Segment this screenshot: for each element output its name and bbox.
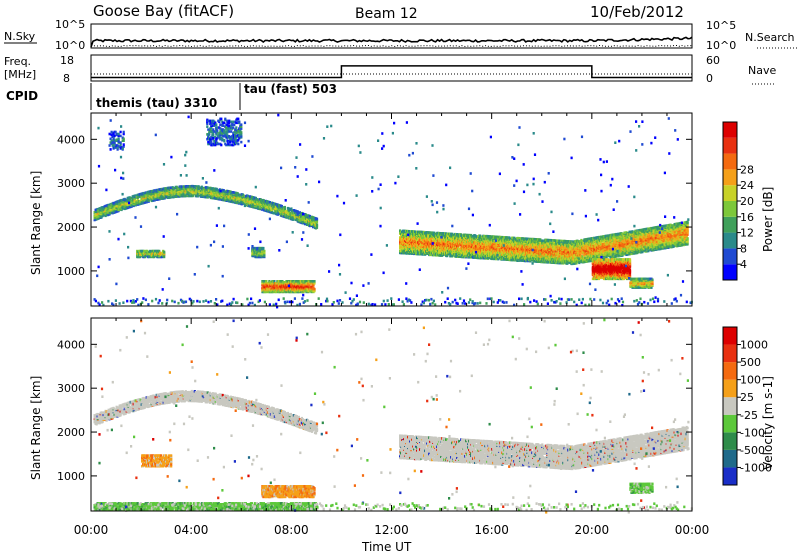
colorbar-segment <box>723 327 737 345</box>
colorbar-segment <box>723 248 737 265</box>
power-colorbar-label: Power [dB] <box>761 187 775 252</box>
colorbar-segment <box>723 264 737 280</box>
freq-panel: Freq. [MHz] 18 8 Nave 60 0 <box>4 54 776 85</box>
x-tick-label: 20:00 <box>575 523 610 537</box>
y-tick-label: 2000 <box>57 221 85 234</box>
colorbar-segment <box>723 201 737 217</box>
nave-series <box>91 65 692 79</box>
beam-title: Beam 12 <box>355 6 418 22</box>
colorbar-tick-label: -1000 <box>740 461 772 474</box>
cpid-mode-themis: themis (tau) 3310 <box>96 96 217 110</box>
nsearch-tick-bottom: 10^0 <box>706 39 736 52</box>
station-title: Goose Bay (fitACF) <box>93 2 234 20</box>
nsky-tick-top: 10^5 <box>55 18 85 31</box>
x-tick-label: 04:00 <box>174 523 209 537</box>
colorbar-segment <box>723 467 737 485</box>
velocity-x-ticks <box>90 318 693 511</box>
nsky-label: N.Sky <box>4 30 36 43</box>
colorbar-tick-label: 24 <box>740 179 754 192</box>
x-tick-label: 12:00 <box>374 523 409 537</box>
colorbar-frame <box>722 326 738 486</box>
freq-tick-top: 18 <box>60 54 74 67</box>
colorbar-tick-label: -25 <box>740 409 758 422</box>
colorbar-segment <box>723 397 737 415</box>
nave-tick-bottom: 0 <box>706 72 713 85</box>
nave-label: Nave <box>748 64 776 77</box>
nsearch-label: N.Search <box>745 31 795 44</box>
colorbar-tick-label: 100 <box>740 374 761 387</box>
velocity-ylabel: Slant Range [km] <box>29 376 43 480</box>
freq-label: Freq. <box>4 55 31 68</box>
nsearch-tick-top: 10^5 <box>706 19 736 32</box>
colorbar-tick-label: 8 <box>740 242 747 255</box>
power-colorbar: 4 8 12 16 20 24 28 <box>722 121 754 281</box>
velocity-colorbar-label: Velocity [m s-1] <box>761 376 775 470</box>
colorbar-tick-label: 1000 <box>740 339 768 352</box>
colorbar-tick-label: -100 <box>740 426 765 439</box>
colorbar-tick-label: 500 <box>740 356 761 369</box>
power-panel: 1000 2000 3000 4000 Slant Range [km] 4 8 12 16… <box>29 112 775 309</box>
colorbar-segment <box>723 362 737 380</box>
colorbar-segment <box>723 122 737 138</box>
nsky-panel: N.Sky 10^5 10^0 N.Search 10^5 10^0 <box>4 18 797 52</box>
power-y-axis: 1000 2000 3000 4000 <box>57 133 692 278</box>
freq-unit: [MHz] <box>4 68 36 81</box>
y-tick-label: 1000 <box>57 265 85 278</box>
colorbar-tick-label: 28 <box>740 163 754 176</box>
colorbar-segment <box>723 432 737 450</box>
power-data <box>93 113 693 309</box>
colorbar-segment <box>723 216 737 233</box>
nsearch-series <box>90 44 693 48</box>
x-tick-label: 00:00 <box>675 523 710 537</box>
x-tick-label: 08:00 <box>274 523 309 537</box>
power-x-ticks <box>90 113 693 306</box>
power-ylabel: Slant Range [km] <box>29 171 43 275</box>
colorbar-tick-label: 20 <box>740 195 754 208</box>
time-axis-title: Time UT <box>361 540 412 554</box>
colorbar-segment <box>723 449 737 468</box>
nave-tick-top: 60 <box>706 54 720 67</box>
nsky-series <box>90 36 693 48</box>
colorbar-segment <box>723 153 737 170</box>
y-tick-label: 4000 <box>57 133 85 146</box>
velocity-colorbar: 1000 500 100 25 -25 -100 -500 -1000 <box>722 326 772 486</box>
cpid-panel: CPID themis (tau) 3310 tau (fast) 503 <box>6 82 337 110</box>
colorbar-segment <box>723 137 737 154</box>
velocity-data <box>93 318 693 514</box>
y-tick-label: 3000 <box>57 177 85 190</box>
colorbar-segment <box>723 169 737 186</box>
colorbar-segment <box>723 414 737 433</box>
freq-tick-bottom: 8 <box>63 72 70 85</box>
colorbar-tick-label: 25 <box>740 391 754 404</box>
y-tick-label: 2000 <box>57 426 85 439</box>
x-tick-label: 16:00 <box>474 523 509 537</box>
colorbar-tick-label: 12 <box>740 227 754 240</box>
x-tick-label: 00:00 <box>74 523 109 537</box>
colorbar-tick-label: 4 <box>740 258 747 271</box>
velocity-panel: 1000 2000 3000 4000 Slant Range [km] 1000 50… <box>29 317 775 514</box>
colorbar-segment <box>723 379 737 398</box>
time-axis-labels: 00:00 04:00 08:00 12:00 16:00 20:00 00:00 <box>74 523 710 537</box>
colorbar-tick-label: -500 <box>740 444 765 457</box>
date-title: 10/Feb/2012 <box>590 3 684 21</box>
cpid-label: CPID <box>6 89 38 103</box>
colorbar-segment <box>723 185 737 201</box>
colorbar-segment <box>723 344 737 363</box>
y-tick-label: 4000 <box>57 338 85 351</box>
colorbar-segment <box>723 232 737 249</box>
colorbar-tick-label: 16 <box>740 211 754 224</box>
nsky-tick-bottom: 10^0 <box>55 39 85 52</box>
y-tick-label: 3000 <box>57 382 85 395</box>
velocity-y-axis: 1000 2000 3000 4000 <box>57 338 692 483</box>
cpid-mode-tau: tau (fast) 503 <box>244 82 337 96</box>
y-tick-label: 1000 <box>57 470 85 483</box>
